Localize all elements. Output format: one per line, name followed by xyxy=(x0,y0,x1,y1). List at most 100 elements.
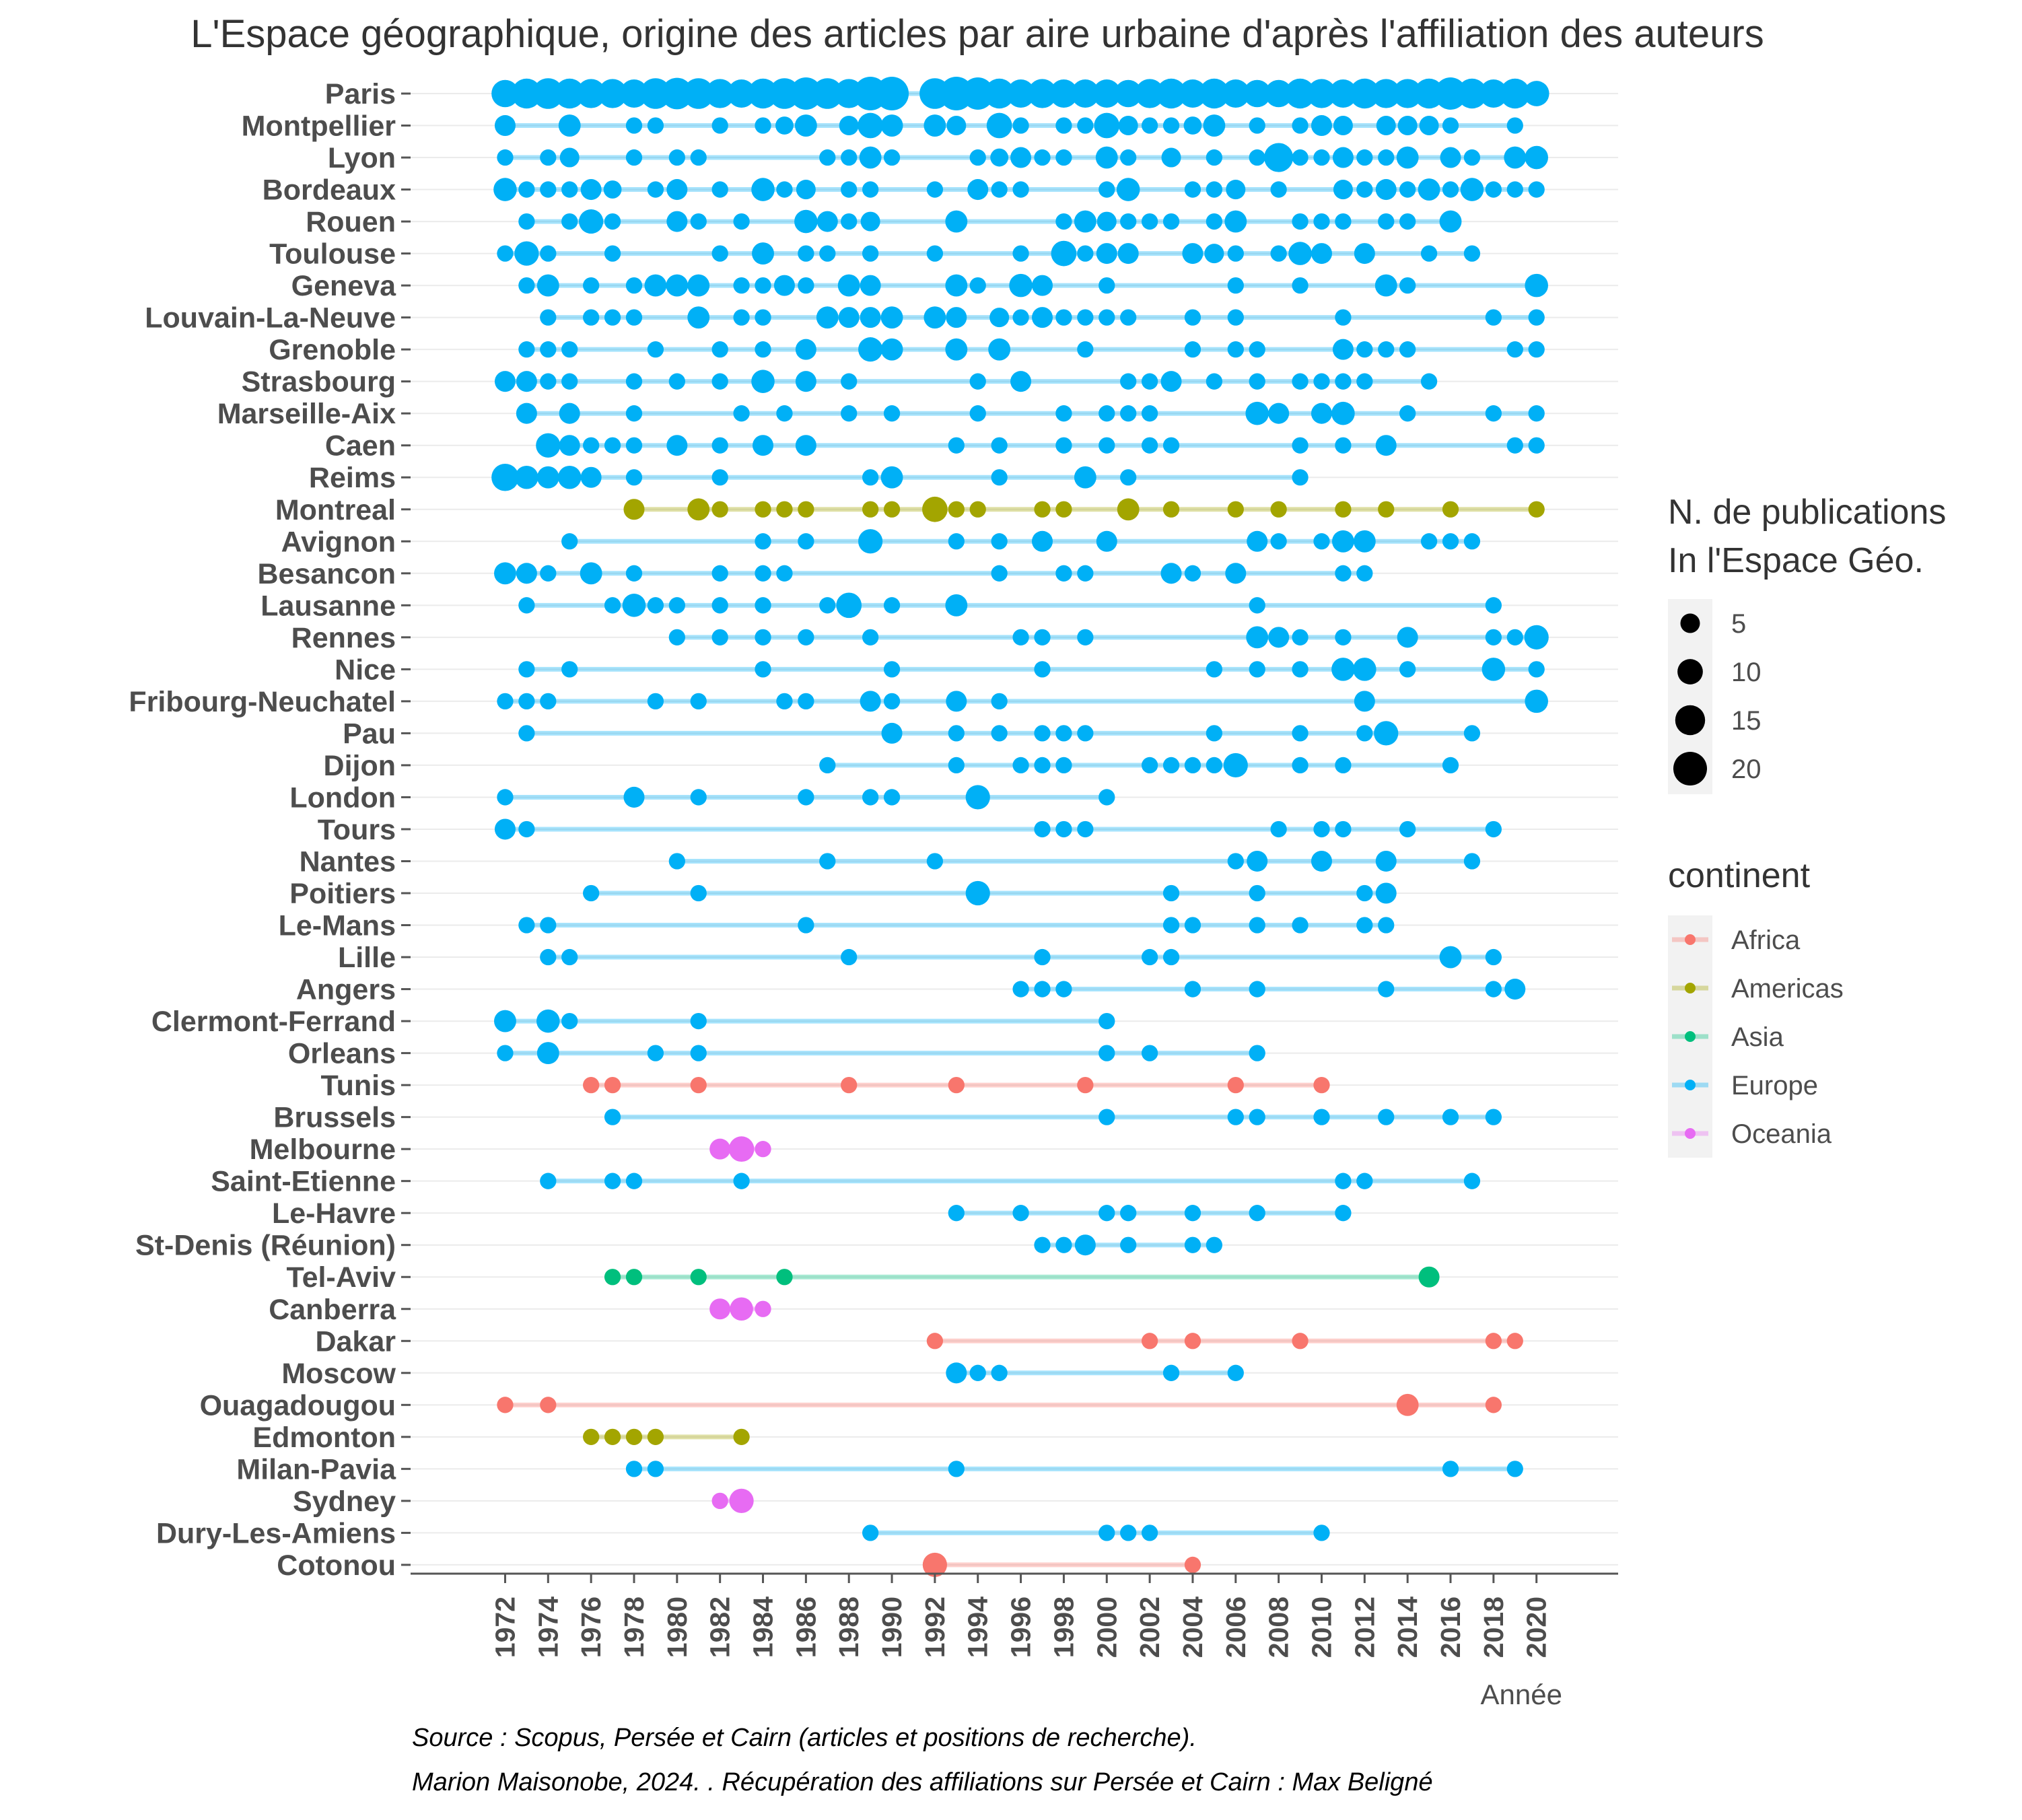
point-toulouse-2001 xyxy=(1117,243,1139,265)
point-nantes-1992 xyxy=(926,853,944,870)
point-paris-1977 xyxy=(598,79,627,108)
point-rouen-2016 xyxy=(1439,210,1462,233)
y-label-fribourg-neuchatel: Fribourg-Neuchatel xyxy=(129,686,396,718)
point-paris-2014 xyxy=(1393,79,1422,108)
point-lyon-1997 xyxy=(1034,149,1051,166)
point-louvain-la-neuve-1983 xyxy=(733,309,750,326)
point-rouen-1973 xyxy=(518,213,535,230)
point-montpellier-2005 xyxy=(1203,114,1226,137)
point-grenoble-2013 xyxy=(1378,341,1395,358)
point-geneva-2009 xyxy=(1292,277,1309,294)
point-montpellier-1979 xyxy=(647,117,664,134)
point-bordeaux-1973 xyxy=(518,181,535,198)
point-st-denis-r-union-1997 xyxy=(1034,1236,1051,1253)
point-edmonton-1977 xyxy=(604,1428,621,1445)
y-label-pau: Pau xyxy=(343,718,396,750)
point-geneva-1984 xyxy=(755,277,771,294)
point-edmonton-1979 xyxy=(647,1428,664,1445)
point-bordeaux-1985 xyxy=(776,181,793,198)
point-rouen-1993 xyxy=(945,210,968,233)
point-marseille-aix-1998 xyxy=(1055,405,1072,422)
point-tunis-2010 xyxy=(1313,1076,1330,1094)
point-lausanne-1977 xyxy=(604,597,621,614)
point-rennes-1984 xyxy=(755,629,771,645)
point-geneva-1985 xyxy=(773,275,795,296)
point-pau-1998 xyxy=(1055,725,1072,742)
point-angers-2018 xyxy=(1485,981,1502,998)
point-tours-2008 xyxy=(1270,820,1287,838)
x-axis-title: Année xyxy=(1481,1679,1562,1710)
point-grenoble-2011 xyxy=(1332,339,1354,360)
point-saint-etienne-2017 xyxy=(1463,1172,1481,1189)
point-louvain-la-neuve-1974 xyxy=(540,309,557,326)
point-geneva-1979 xyxy=(644,274,667,297)
point-le-mans-1974 xyxy=(540,917,557,934)
point-avignon-1984 xyxy=(755,533,771,550)
point-paris-1987 xyxy=(812,78,843,109)
y-label-angers: Angers xyxy=(296,974,396,1006)
point-bordeaux-2017 xyxy=(1460,178,1484,201)
point-paris-1998 xyxy=(1049,79,1078,108)
point-milan-pavia-2019 xyxy=(1506,1461,1523,1477)
point-lyon-1990 xyxy=(883,149,901,166)
point-louvain-la-neuve-2011 xyxy=(1335,309,1352,326)
point-montpellier-1984 xyxy=(755,117,771,134)
point-le-havre-2004 xyxy=(1184,1205,1201,1222)
point-nice-1997 xyxy=(1034,661,1051,678)
x-tick-label-1972: 1972 xyxy=(489,1597,520,1658)
point-clermont-ferrand-1974 xyxy=(536,1009,560,1033)
point-lyon-2010 xyxy=(1313,149,1330,166)
point-paris-2011 xyxy=(1329,79,1358,108)
size-key-label-5: 5 xyxy=(1731,609,1746,639)
point-montreal-1978 xyxy=(623,499,645,520)
point-rouen-2009 xyxy=(1292,213,1309,230)
point-nantes-2017 xyxy=(1463,853,1481,870)
point-lyon-2011 xyxy=(1332,147,1354,168)
point-montpellier-1996 xyxy=(1012,117,1029,134)
point-bordeaux-1995 xyxy=(991,181,1008,198)
x-tick-label-1978: 1978 xyxy=(619,1597,650,1658)
point-strasbourg-2001 xyxy=(1120,373,1137,390)
point-strasbourg-1984 xyxy=(751,370,775,393)
point-avignon-2008 xyxy=(1270,533,1287,550)
point-st-denis-r-union-2004 xyxy=(1184,1236,1201,1253)
point-louvain-la-neuve-2020 xyxy=(1528,309,1545,326)
point-marseille-aix-1978 xyxy=(625,405,643,422)
point-nice-2012 xyxy=(1353,658,1376,681)
point-lille-2018 xyxy=(1485,948,1502,966)
point-st-denis-r-union-1998 xyxy=(1055,1236,1072,1253)
point-dijon-2006 xyxy=(1223,753,1248,778)
point-caen-1977 xyxy=(604,437,621,454)
point-le-mans-2009 xyxy=(1292,917,1309,934)
point-geneva-1997 xyxy=(1031,275,1053,296)
point-bordeaux-1972 xyxy=(493,178,517,201)
point-montpellier-1998 xyxy=(1055,117,1072,134)
point-clermont-ferrand-1981 xyxy=(690,1012,707,1030)
point-louvain-la-neuve-2006 xyxy=(1227,309,1244,326)
point-bordeaux-2020 xyxy=(1528,181,1545,198)
point-rouen-1999 xyxy=(1074,210,1096,233)
point-nantes-2006 xyxy=(1227,853,1244,870)
x-tick-label-2016: 2016 xyxy=(1435,1597,1466,1658)
color-legend-keys: Africa Americas Asia Europe Oceania xyxy=(1672,925,1844,1149)
point-rouen-1977 xyxy=(604,213,621,230)
point-pau-1973 xyxy=(518,725,535,742)
point-pau-1993 xyxy=(948,725,965,742)
point-lausanne-1990 xyxy=(883,597,901,614)
point-brussels-1977 xyxy=(604,1109,621,1125)
point-tunis-1999 xyxy=(1077,1076,1094,1094)
point-strasbourg-2011 xyxy=(1335,373,1352,390)
y-label-st-denis-r-union: St-Denis (Réunion) xyxy=(135,1230,396,1262)
size-key-label-10: 10 xyxy=(1731,658,1762,687)
point-fribourg-neuchatel-1989 xyxy=(860,691,881,712)
point-poitiers-1981 xyxy=(690,884,707,902)
point-bordeaux-2019 xyxy=(1506,181,1523,198)
point-orleans-2002 xyxy=(1141,1045,1158,1061)
x-tick-label-1996: 1996 xyxy=(1006,1597,1037,1658)
point-rouen-2010 xyxy=(1313,213,1330,230)
point-bordeaux-1974 xyxy=(540,181,557,198)
point-bordeaux-1977 xyxy=(603,180,622,199)
color-key-label-asia: Asia xyxy=(1731,1022,1784,1052)
point-grenoble-1973 xyxy=(518,341,535,358)
